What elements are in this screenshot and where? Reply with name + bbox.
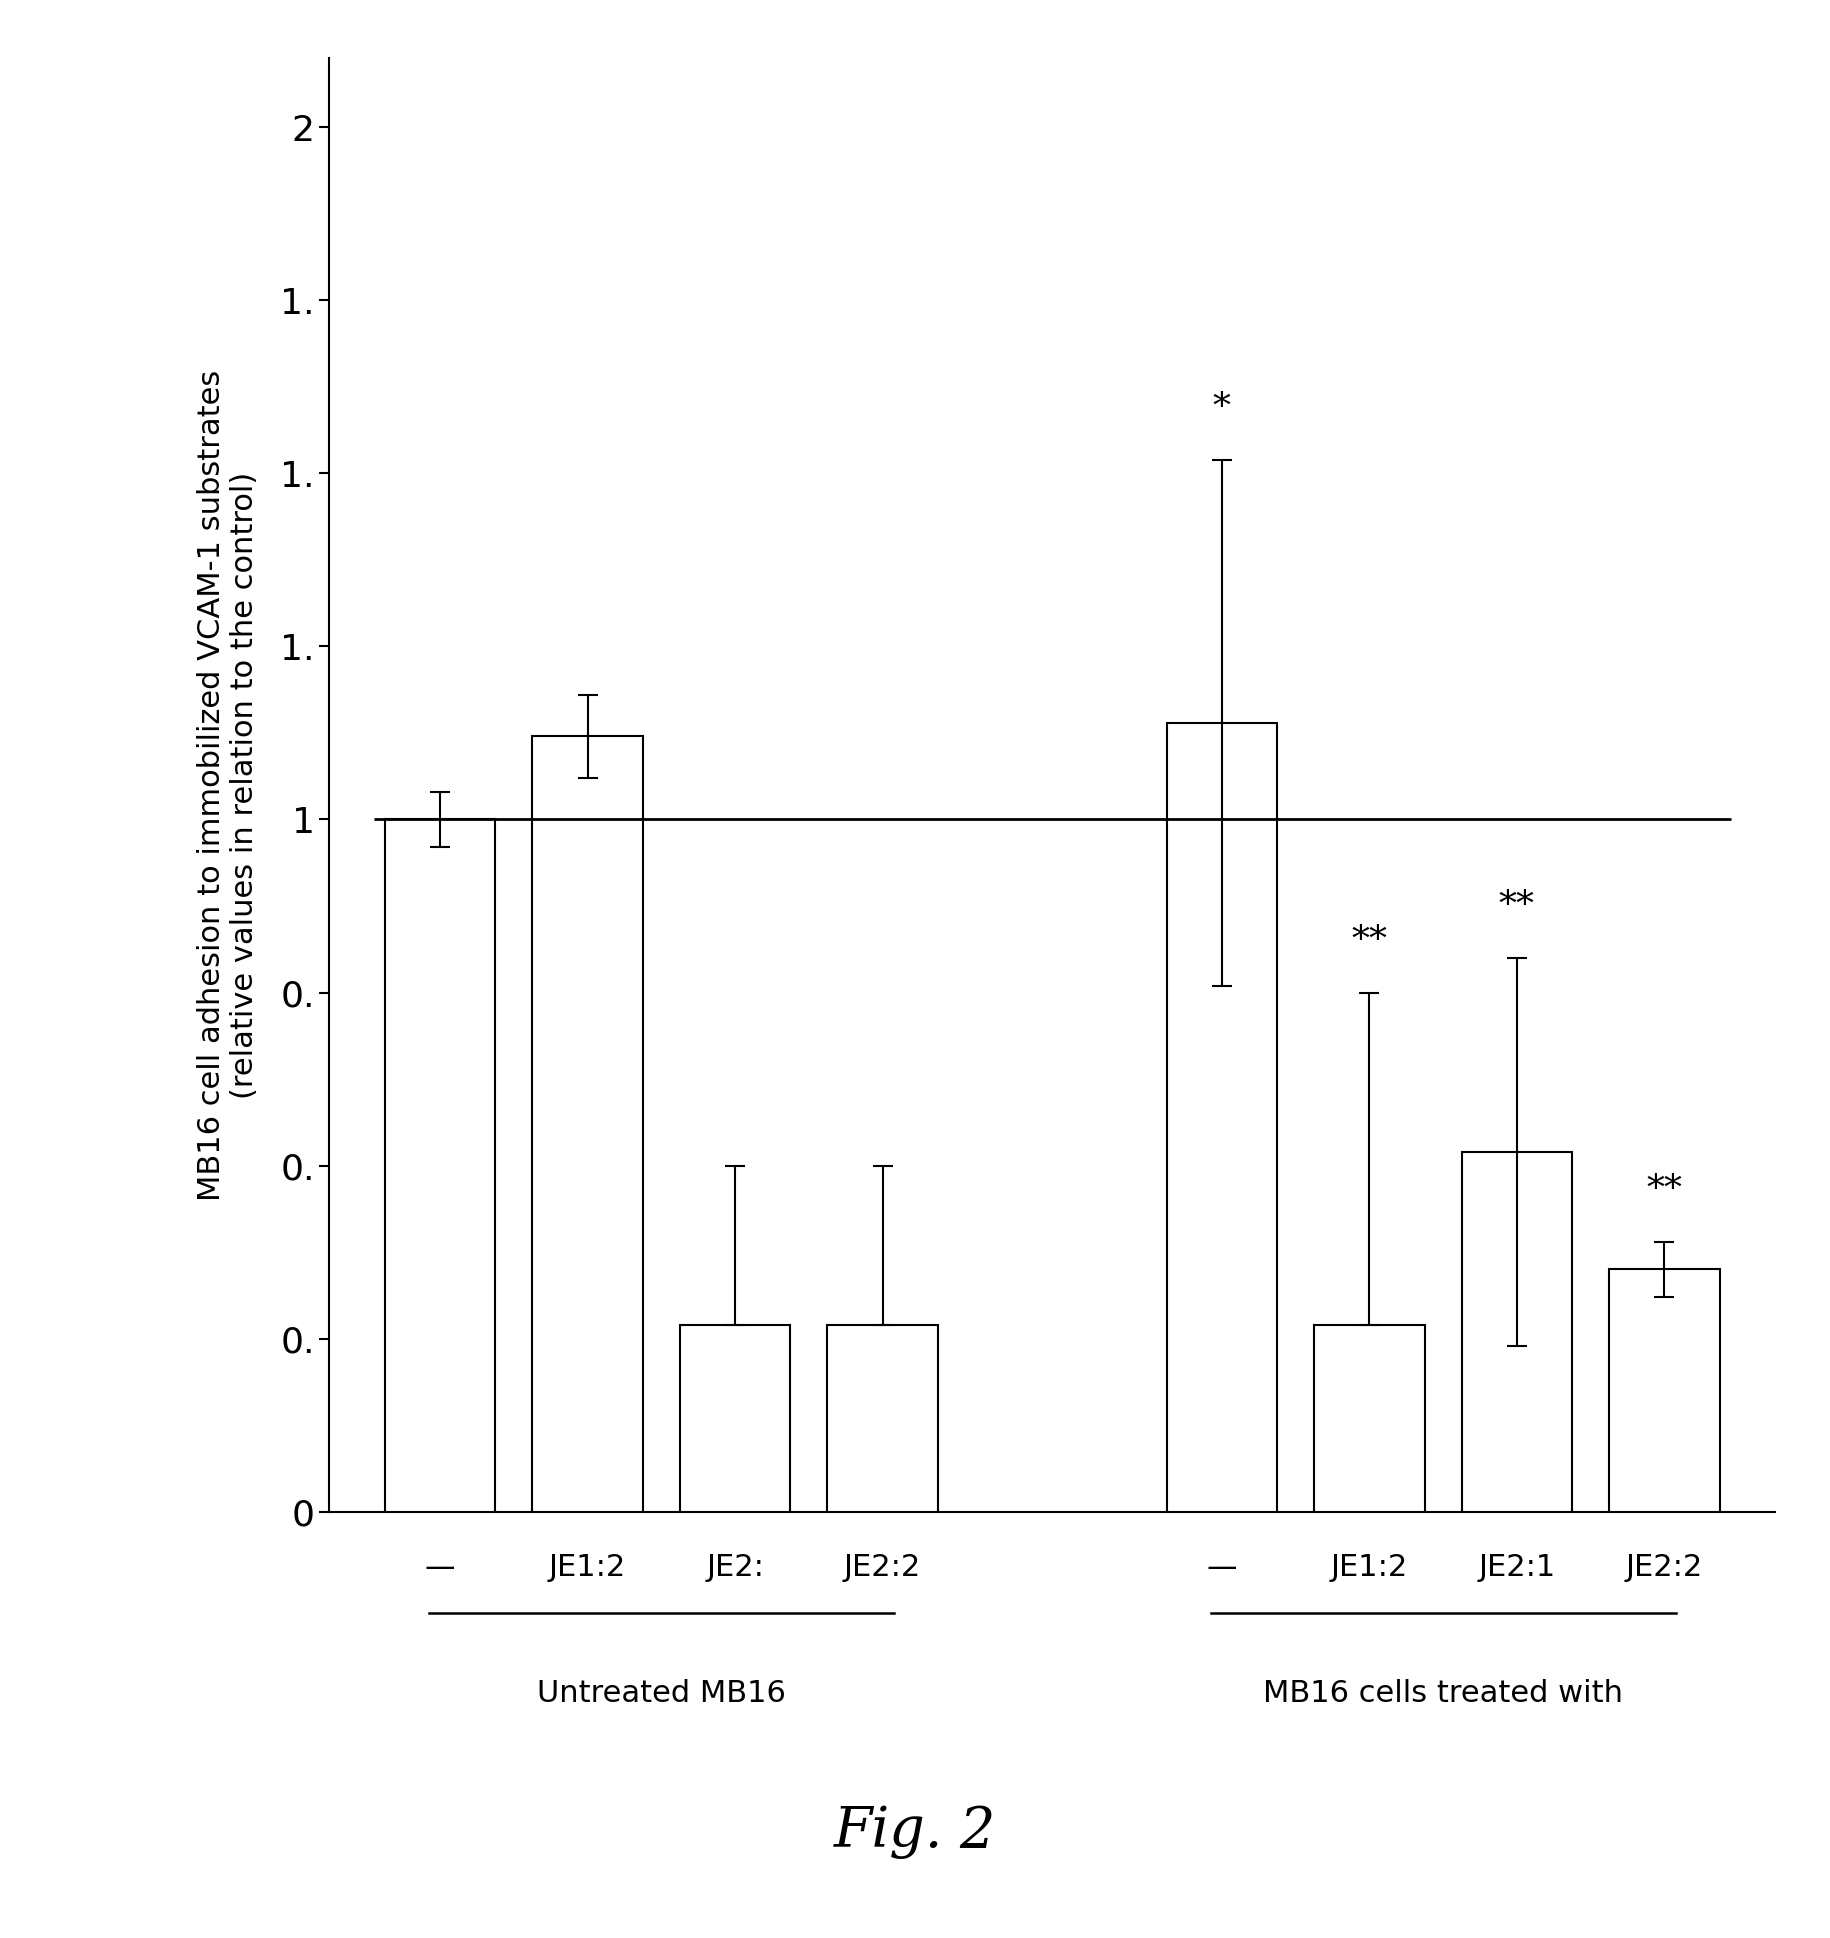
Bar — [679, 1326, 791, 1512]
Text: JE2:2: JE2:2 — [1625, 1552, 1704, 1581]
Text: JE2:: JE2: — [706, 1552, 763, 1581]
Text: **: ** — [1647, 1172, 1682, 1207]
Bar — [1609, 1269, 1720, 1512]
Text: Fig. 2: Fig. 2 — [834, 1804, 996, 1859]
Text: JE1:2: JE1:2 — [549, 1552, 626, 1581]
Y-axis label: MB16 cell adhesion to immobilized VCAM-1 substrates
(relative values in relation: MB16 cell adhesion to immobilized VCAM-1… — [198, 370, 260, 1200]
Text: *: * — [1213, 391, 1232, 424]
Text: Untreated MB16: Untreated MB16 — [536, 1678, 785, 1707]
Text: —: — — [1206, 1552, 1237, 1581]
Bar — [1314, 1326, 1426, 1512]
Bar — [1462, 1151, 1572, 1512]
Text: JE2:2: JE2:2 — [844, 1552, 920, 1581]
Text: —: — — [425, 1552, 456, 1581]
Bar — [384, 820, 496, 1512]
Bar — [1166, 723, 1277, 1512]
Text: JE2:1: JE2:1 — [1479, 1552, 1556, 1581]
Text: **: ** — [1499, 890, 1535, 922]
Bar — [827, 1326, 939, 1512]
Text: **: ** — [1351, 924, 1387, 957]
Bar — [533, 736, 642, 1512]
Text: MB16 cells treated with: MB16 cells treated with — [1263, 1678, 1623, 1707]
Text: JE1:2: JE1:2 — [1330, 1552, 1407, 1581]
